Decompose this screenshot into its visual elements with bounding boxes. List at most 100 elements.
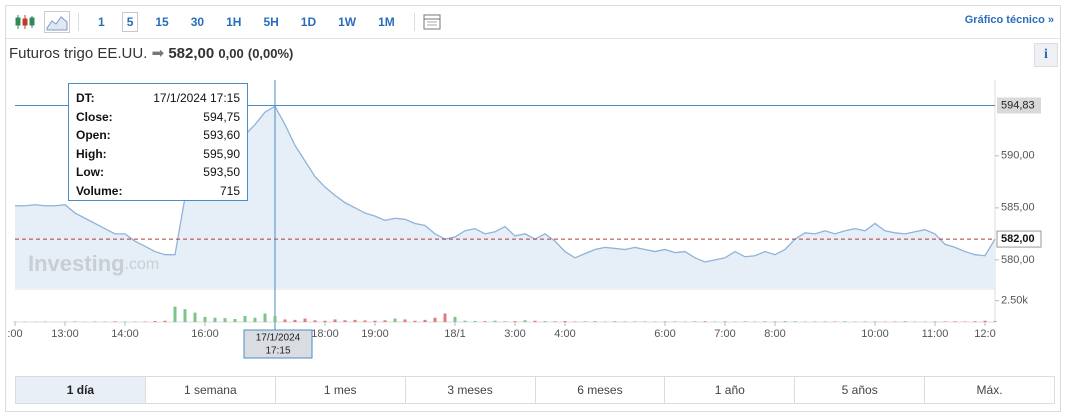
volume-bar bbox=[183, 309, 187, 322]
volume-bar bbox=[73, 321, 77, 322]
tooltip-value: 593,50 bbox=[203, 165, 240, 179]
volume-bar bbox=[433, 317, 437, 322]
range-button[interactable]: 1 mes bbox=[276, 377, 406, 403]
volume-bar bbox=[213, 317, 217, 322]
x-tick-label: 11:00 bbox=[922, 328, 949, 340]
volume-bar bbox=[743, 321, 747, 322]
info-button[interactable]: i bbox=[1034, 43, 1058, 67]
volume-bar bbox=[293, 319, 297, 322]
volume-bar bbox=[373, 320, 377, 322]
volume-bar bbox=[573, 321, 577, 322]
volume-bar bbox=[383, 320, 387, 322]
volume-bar bbox=[263, 313, 267, 322]
interval[interactable]: 1M bbox=[378, 15, 395, 29]
volume-bar bbox=[773, 321, 777, 322]
price-badge bbox=[996, 230, 1042, 248]
volume-bar bbox=[613, 321, 617, 322]
x-tick-label: 10:00 bbox=[861, 328, 889, 340]
volume-bar bbox=[603, 321, 607, 322]
volume-bar bbox=[443, 313, 447, 322]
watermark-suffix: .com bbox=[125, 256, 160, 273]
range-button[interactable]: 6 meses bbox=[536, 377, 666, 403]
volume-bar bbox=[543, 321, 547, 322]
volume-bar bbox=[943, 321, 947, 322]
volume-bar bbox=[823, 321, 827, 322]
interval[interactable]: 1H bbox=[226, 15, 242, 29]
area bbox=[15, 106, 995, 288]
tooltip-label: Open: bbox=[76, 128, 111, 142]
tooltip-label: High: bbox=[76, 146, 107, 161]
y-tick-label: 585,00 bbox=[1001, 202, 1035, 214]
volume-bar bbox=[843, 321, 847, 322]
tooltip-row: High: 595,90 bbox=[76, 147, 240, 166]
volume-bar bbox=[803, 321, 807, 322]
interval[interactable]: 1D bbox=[300, 15, 317, 29]
crosshair-badge bbox=[997, 97, 1041, 114]
volume-bar bbox=[643, 321, 647, 322]
volume-bar bbox=[973, 321, 977, 322]
range-button[interactable]: 3 meses bbox=[406, 377, 536, 403]
volume-bar bbox=[893, 321, 897, 322]
range-button[interactable]: 1 semana bbox=[146, 377, 276, 403]
volume-bar bbox=[223, 318, 227, 322]
interval[interactable]: 15 bbox=[155, 15, 169, 29]
tooltip-row: DT: 17/1/2024 17:15 bbox=[76, 91, 240, 110]
volume-bar bbox=[393, 318, 397, 322]
volume-bar bbox=[713, 321, 717, 322]
price-badge-label: 582,00 bbox=[1001, 233, 1035, 245]
volume-bar bbox=[993, 320, 997, 322]
x-tick-label: 3:00 bbox=[504, 328, 525, 340]
volume-bar bbox=[333, 319, 337, 322]
price-line bbox=[15, 105, 996, 263]
range-button[interactable]: 1 día bbox=[16, 377, 146, 403]
interval[interactable]: 1 bbox=[98, 15, 105, 29]
volume-bar bbox=[163, 320, 167, 322]
volume-bar bbox=[873, 321, 877, 322]
x-tick-label: 4:00 bbox=[554, 328, 575, 340]
header: Futuros trigo EE.UU. ➡ 582,00 0,00 (0,00… bbox=[9, 44, 293, 62]
volume-bar bbox=[303, 318, 307, 322]
x-tick-label: 12:0 bbox=[974, 328, 995, 340]
volume-bar bbox=[343, 320, 347, 322]
volume-bar bbox=[253, 317, 257, 322]
volume-bar bbox=[703, 321, 707, 322]
x-tick-label: :00 bbox=[7, 328, 22, 340]
tooltip-label: DT: bbox=[76, 91, 95, 105]
interval[interactable]: 5 bbox=[121, 12, 139, 32]
x-tick-label: 13:00 bbox=[51, 328, 79, 340]
change: 0,00 bbox=[218, 46, 244, 61]
widget: 1 5 15 30 1H 5H 1D 1W 1M Gráfico técnico » bbox=[5, 5, 1061, 412]
interval[interactable]: 5H bbox=[263, 15, 279, 29]
volume-bar bbox=[283, 319, 287, 322]
volume-bar bbox=[663, 321, 667, 322]
volume-bar bbox=[363, 320, 367, 322]
volume-bar bbox=[513, 321, 517, 322]
volume-bar bbox=[863, 321, 867, 322]
range-button[interactable]: 5 años bbox=[795, 377, 926, 403]
area-icon[interactable] bbox=[44, 11, 70, 33]
tooltip-label: Volume: bbox=[76, 183, 123, 198]
intervals: 1 5 15 30 1H 5H 1D 1W 1M bbox=[87, 12, 406, 32]
watermark-brand: Investing bbox=[28, 251, 125, 276]
interval[interactable]: 1W bbox=[338, 15, 357, 29]
volume-bar bbox=[673, 321, 677, 322]
volume-bar bbox=[173, 306, 177, 322]
interval[interactable]: 30 bbox=[190, 15, 205, 29]
range-button[interactable]: Máx. bbox=[976, 383, 1003, 397]
toolbar: 1 5 15 30 1H 5H 1D 1W 1M Gráfico técnico » bbox=[6, 6, 1060, 39]
volume-bar bbox=[783, 321, 787, 322]
technical-link[interactable]: Gráfico técnico » bbox=[964, 14, 1054, 26]
x-tick-label: 18:00 bbox=[311, 328, 339, 340]
volume-bar bbox=[273, 315, 277, 322]
volume-bar bbox=[583, 321, 587, 322]
range-button[interactable]: 1 año bbox=[665, 377, 796, 403]
volume-bar bbox=[13, 321, 17, 322]
table-icon[interactable] bbox=[423, 14, 441, 30]
candles-icon[interactable] bbox=[14, 14, 36, 30]
y-tick-label: 2.50k bbox=[1001, 295, 1028, 307]
tooltip-value: 594,75 bbox=[203, 109, 240, 124]
volume-bar bbox=[243, 316, 247, 322]
volume-bar bbox=[483, 321, 487, 322]
volume-bar bbox=[723, 321, 727, 322]
